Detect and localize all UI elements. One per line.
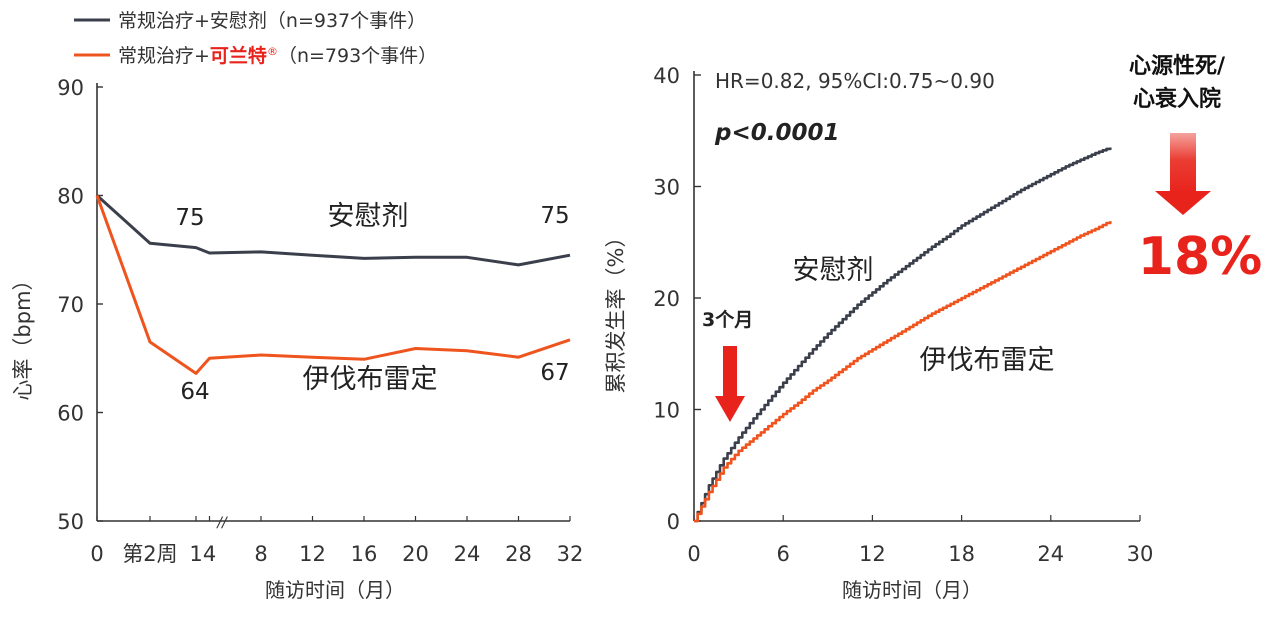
hazard-ratio-text: HR=0.82, 95%CI:0.75~0.90 bbox=[715, 69, 995, 93]
legend-placebo-label: 常规治疗+安慰剂（n=937个事件） bbox=[118, 10, 426, 32]
legend-ivabradine-suffix: （n=793个事件） bbox=[278, 45, 437, 67]
ivabradine-series-label: 伊伐布雷定 bbox=[303, 364, 438, 395]
y-tick-label: 80 bbox=[57, 185, 84, 209]
x-tick-label: 20 bbox=[402, 542, 429, 566]
x-tick-label: 1 bbox=[189, 542, 202, 566]
heart-rate-x-axis-label: 随访时间（月） bbox=[265, 578, 405, 602]
legend-ivabradine-prefix: 常规治疗+ bbox=[118, 45, 210, 67]
x-tick-label: 18 bbox=[948, 542, 975, 566]
y-tick-label: 50 bbox=[57, 510, 84, 534]
cumulative-y-axis-label: 累积发生率（%） bbox=[604, 227, 628, 394]
x-tick-label: 16 bbox=[351, 542, 378, 566]
ivabradine-start-value: 64 bbox=[180, 379, 209, 405]
placebo-series-label: 安慰剂 bbox=[793, 255, 874, 286]
x-tick-label: 24 bbox=[454, 542, 481, 566]
ivabradine-cumulative-curve bbox=[694, 221, 1112, 523]
heart-rate-axes: 50 60 70 80 90 0 第2周 1 4 8 12 16 20 24 28 32 // bbox=[57, 76, 583, 566]
y-tick-label: 10 bbox=[653, 399, 680, 423]
y-tick-label: 70 bbox=[57, 293, 84, 317]
x-tick-label: 24 bbox=[1037, 542, 1064, 566]
cumulative-incidence-chart: 0 10 20 30 40 0 6 12 18 24 30 累积发生率（%） 随访时间（月） HR=… bbox=[604, 54, 1262, 602]
y-tick-label: 20 bbox=[653, 287, 680, 311]
heart-rate-y-axis-label: 心率（bpm） bbox=[11, 269, 35, 400]
y-tick-label: 90 bbox=[57, 76, 84, 100]
cumulative-series bbox=[694, 147, 1112, 523]
risk-reduction-value: 18% bbox=[1138, 227, 1262, 287]
y-tick-label: 40 bbox=[653, 64, 680, 88]
placebo-series-label: 安慰剂 bbox=[328, 201, 409, 232]
placebo-start-value: 75 bbox=[175, 205, 204, 231]
legend-ivabradine-label: 常规治疗+可兰特®（n=793个事件） bbox=[118, 44, 437, 67]
three-month-arrow-icon bbox=[715, 346, 745, 422]
p-value-text: p<0.0001 bbox=[714, 120, 840, 146]
placebo-end-value: 75 bbox=[540, 203, 569, 229]
x-tick-label: 第2周 bbox=[122, 542, 177, 566]
heart-rate-series bbox=[95, 194, 571, 375]
endpoint-label-line2: 心衰入院 bbox=[1133, 86, 1221, 112]
x-tick-label: 4 bbox=[203, 542, 216, 566]
x-tick-label: 0 bbox=[90, 542, 103, 566]
placebo-heart-rate-line bbox=[95, 194, 571, 267]
ivabradine-heart-rate-line bbox=[95, 194, 571, 375]
x-tick-label: 8 bbox=[254, 542, 267, 566]
placebo-cumulative-curve bbox=[694, 147, 1112, 523]
x-tick-label: 0 bbox=[687, 542, 700, 566]
y-tick-label: 60 bbox=[57, 402, 84, 426]
ivabradine-series-label: 伊伐布雷定 bbox=[920, 345, 1055, 376]
ivabradine-end-value: 67 bbox=[540, 360, 569, 386]
y-tick-label: 0 bbox=[667, 510, 680, 534]
legend: 常规治疗+安慰剂（n=937个事件） 常规治疗+可兰特®（n=793个事件） bbox=[74, 10, 437, 67]
three-month-label: 3个月 bbox=[702, 309, 753, 331]
y-tick-label: 30 bbox=[653, 176, 680, 200]
x-tick-label: 32 bbox=[557, 542, 584, 566]
cumulative-axes: 0 10 20 30 40 0 6 12 18 24 30 bbox=[653, 64, 1153, 566]
x-tick-label: 30 bbox=[1127, 542, 1154, 566]
x-tick-label: 28 bbox=[505, 542, 532, 566]
reduction-arrow-icon bbox=[1155, 133, 1211, 215]
endpoint-label-line1: 心源性死/ bbox=[1129, 54, 1226, 79]
x-tick-label: 12 bbox=[859, 542, 886, 566]
x-tick-label: 6 bbox=[777, 542, 790, 566]
x-tick-label: 12 bbox=[299, 542, 326, 566]
cumulative-x-axis-label: 随访时间（月） bbox=[842, 578, 982, 602]
x-axis-break-marker: // bbox=[215, 515, 228, 531]
legend-ivabradine-brand: 可兰特 bbox=[210, 44, 267, 67]
legend-ivabradine-reg: ® bbox=[267, 45, 278, 58]
